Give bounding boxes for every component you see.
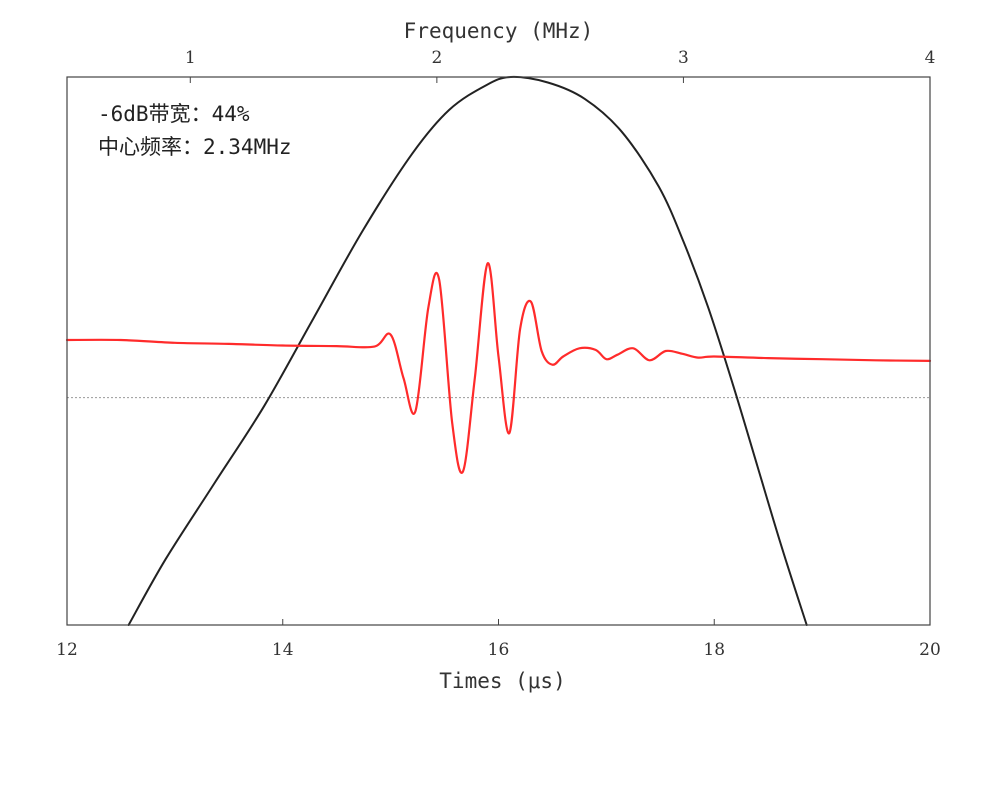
top-tick-label: 1 bbox=[185, 48, 196, 68]
top-axis-ticks: 1 2 3 4 bbox=[185, 48, 936, 83]
bottom-tick-label: 20 bbox=[919, 640, 941, 660]
bottom-axis-title: Times (μs) bbox=[439, 669, 565, 693]
time-waveform-line bbox=[65, 262, 932, 474]
center-frequency-annotation: 中心频率：2.34MHz bbox=[98, 135, 292, 159]
plot-frame bbox=[66, 76, 931, 626]
bottom-tick-label: 16 bbox=[488, 640, 510, 660]
top-tick-label: 3 bbox=[678, 48, 689, 68]
top-tick-label: 4 bbox=[925, 48, 936, 68]
bottom-tick-label: 14 bbox=[272, 640, 294, 660]
top-axis-title: Frequency (MHz) bbox=[404, 19, 594, 43]
bottom-tick-label: 18 bbox=[703, 640, 725, 660]
bottom-axis-ticks: 12 14 16 18 20 bbox=[56, 619, 941, 660]
bottom-tick-label: 12 bbox=[56, 640, 78, 660]
top-tick-label: 2 bbox=[431, 48, 442, 68]
bandwidth-annotation: -6dB带宽：44% bbox=[98, 102, 250, 126]
frequency-spectrum-line bbox=[127, 75, 808, 626]
